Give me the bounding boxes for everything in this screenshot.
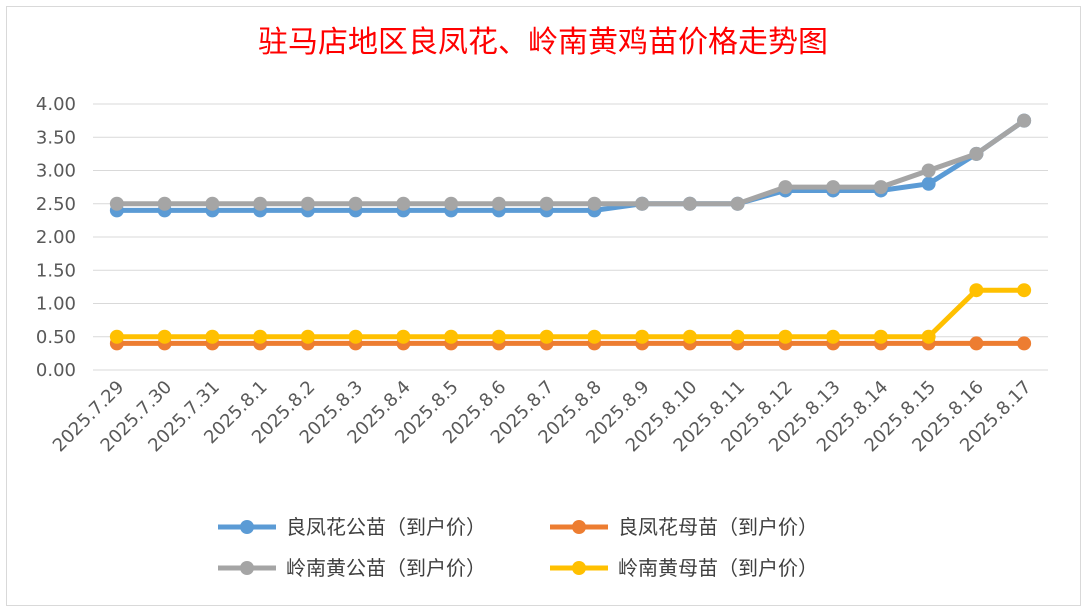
y-tick-label: 2.00 (36, 227, 76, 248)
series-line (116, 118, 1026, 213)
data-point (921, 163, 936, 178)
data-point (587, 196, 602, 211)
data-point (1017, 283, 1032, 298)
data-point (539, 196, 554, 211)
y-tick-label: 4.00 (36, 94, 76, 115)
series-line (116, 118, 1026, 207)
data-point (157, 329, 172, 344)
data-point (348, 329, 363, 344)
data-point (730, 329, 745, 344)
y-tick-label: 2.50 (36, 194, 76, 215)
x-axis-ticks: 2025.7.292025.7.302025.7.312025.8.12025.… (49, 377, 1036, 457)
data-point (205, 196, 220, 211)
series-2 (109, 113, 1032, 211)
data-point (1017, 113, 1032, 128)
data-point (539, 329, 554, 344)
data-point (826, 329, 841, 344)
chart-title: 驻马店地区良凤花、岭南黄鸡苗价格走势图 (258, 25, 828, 60)
legend-swatch-marker (240, 520, 254, 534)
data-point (396, 196, 411, 211)
legend-label: 良凤花母苗（到户价） (618, 515, 818, 539)
legend: 良凤花公苗（到户价） 良凤花母苗（到户价） 岭南黄公苗（到户价） 岭南黄母苗（到户价） (218, 515, 818, 580)
y-tick-label: 3.50 (36, 127, 76, 148)
data-point (778, 180, 793, 195)
legend-item: 岭南黄公苗（到户价） (218, 556, 486, 580)
legend-swatch-marker (572, 520, 586, 534)
data-point (205, 329, 220, 344)
legend-label: 岭南黄母苗（到户价） (618, 556, 818, 580)
data-point (969, 146, 984, 161)
data-point (778, 329, 793, 344)
data-point (300, 329, 315, 344)
legend-swatch-marker (240, 561, 254, 575)
data-point (730, 196, 745, 211)
gridlines (93, 103, 1048, 371)
data-point (109, 196, 124, 211)
data-point (635, 196, 650, 211)
data-point (444, 196, 459, 211)
data-point (300, 196, 315, 211)
y-tick-label: 0.50 (36, 327, 76, 348)
data-point (444, 329, 459, 344)
data-point (969, 283, 984, 298)
data-point (969, 336, 984, 351)
data-point (348, 196, 363, 211)
data-point (682, 329, 697, 344)
data-point (635, 329, 650, 344)
legend-item: 良凤花公苗（到户价） (218, 515, 486, 539)
y-tick-label: 1.50 (36, 260, 76, 281)
data-point (253, 329, 268, 344)
legend-item: 良凤花母苗（到户价） (550, 515, 818, 539)
data-point (1017, 336, 1032, 351)
series-line (116, 287, 1025, 340)
chart-frame (6, 6, 1081, 606)
data-point (873, 180, 888, 195)
y-tick-label: 1.00 (36, 294, 76, 315)
legend-label: 良凤花公苗（到户价） (286, 515, 486, 539)
data-point (587, 329, 602, 344)
y-tick-label: 3.00 (36, 161, 76, 182)
data-point (157, 196, 172, 211)
legend-item: 岭南黄母苗（到户价） (550, 556, 818, 580)
data-point (873, 329, 888, 344)
series-lines (109, 113, 1032, 351)
data-point (921, 176, 936, 191)
data-point (682, 196, 697, 211)
data-point (491, 329, 506, 344)
data-point (109, 329, 124, 344)
legend-swatch-marker (572, 561, 586, 575)
data-point (826, 180, 841, 195)
series-3 (109, 283, 1032, 344)
y-tick-label: 0.00 (36, 360, 76, 381)
data-point (921, 329, 936, 344)
data-point (491, 196, 506, 211)
data-point (253, 196, 268, 211)
legend-label: 岭南黄公苗（到户价） (286, 556, 486, 580)
y-axis-ticks: 0.00 0.50 1.00 1.50 2.00 2.50 3.00 3.50 4.00 (36, 94, 76, 381)
data-point (396, 329, 411, 344)
